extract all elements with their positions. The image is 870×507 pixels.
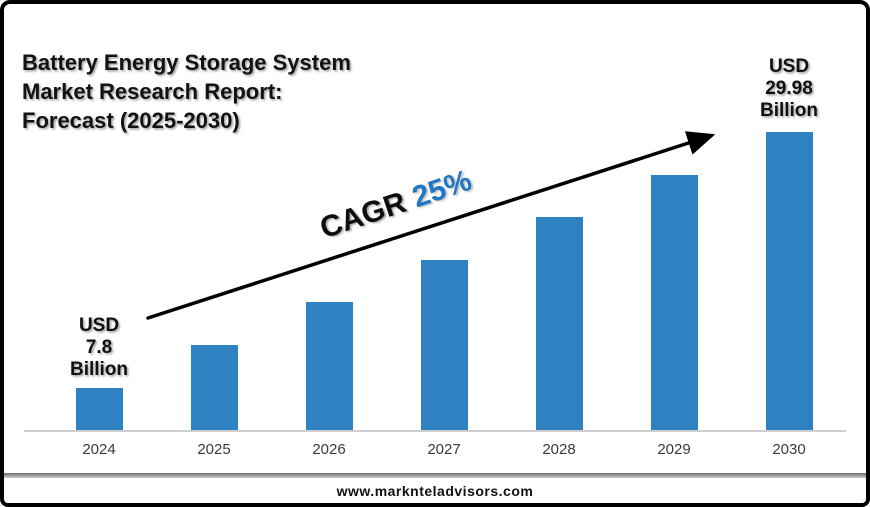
bar-2028 (535, 217, 583, 430)
x-tick-2027: 2027 (427, 441, 461, 458)
x-tick-2030: 2030 (772, 441, 806, 458)
cagr-prefix: CAGR (315, 185, 411, 246)
bar-2027 (420, 260, 468, 430)
footer-divider (4, 473, 866, 478)
x-tick-2026: 2026 (312, 441, 346, 458)
footer-url[interactable]: www.marknteladvisors.com (336, 482, 534, 499)
bar-2025 (190, 345, 238, 430)
bar-2024 (75, 388, 123, 430)
x-axis-line (24, 430, 846, 432)
value-label-2024: USD 7.8 Billion (69, 315, 129, 380)
cagr-value: 25% (408, 163, 476, 215)
bar-2029 (650, 175, 698, 430)
x-tick-2024: 2024 (82, 441, 116, 458)
footer: www.marknteladvisors.com (4, 478, 866, 503)
x-tick-2029: 2029 (657, 441, 691, 458)
value-label-2030: USD 29.98 Billion (759, 56, 819, 121)
x-tick-2028: 2028 (542, 441, 576, 458)
chart-title: Battery Energy Storage System Market Res… (22, 50, 351, 133)
bar-2026 (305, 302, 353, 430)
cagr-annotation: CAGR25% (286, 154, 505, 256)
x-tick-2025: 2025 (197, 441, 231, 458)
bar-2030 (765, 132, 813, 430)
